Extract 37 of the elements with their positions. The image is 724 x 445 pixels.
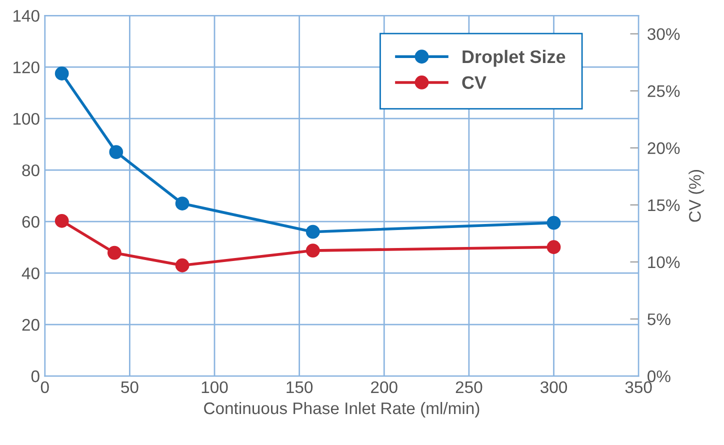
y2-tick-label: 0% [648, 370, 670, 382]
y-tick-label: 120 [13, 61, 40, 74]
legend-label: Droplet Size [462, 50, 566, 67]
point [54, 66, 69, 80]
y-tick-label: 100 [13, 112, 40, 125]
y2-tick-label: 10% [648, 256, 680, 268]
x-tick-label: 200 [371, 381, 398, 394]
y-tick-label: 0 [31, 370, 40, 382]
x-tick-label: 300 [540, 381, 568, 394]
y-tick-label: 20 [22, 318, 40, 331]
point [306, 224, 320, 239]
x-tick-label: 350 [625, 381, 652, 394]
legend-label: CV [462, 76, 486, 89]
x-tick-label: 50 [121, 381, 138, 394]
point [546, 216, 561, 230]
y-tick-label: 140 [13, 10, 40, 22]
y-tick-label: 60 [22, 216, 40, 228]
point [175, 196, 190, 210]
y2-tick-label: 15% [648, 199, 680, 212]
x-axis-title: Continuous Phase Inlet Rate (ml/min) [204, 402, 480, 418]
point [546, 240, 561, 254]
x-tick-label: 250 [456, 381, 482, 394]
point [54, 214, 69, 228]
y2-tick-label: 20% [648, 142, 680, 154]
y2-tick-label: 5% [648, 313, 670, 326]
x-tick-label: 100 [202, 381, 228, 394]
y2-tick-label: 25% [648, 85, 680, 98]
point [107, 246, 122, 260]
y-tick-label: 80 [22, 164, 40, 176]
point [109, 145, 124, 159]
y2-tick-label: 30% [648, 28, 680, 40]
y-tick-label: 40 [22, 267, 40, 280]
x-tick-label: 150 [286, 381, 313, 394]
x-tick-label: 0 [40, 381, 49, 394]
point [175, 258, 190, 272]
point [306, 244, 320, 258]
y2-axis-title: CV (%) [688, 170, 704, 222]
